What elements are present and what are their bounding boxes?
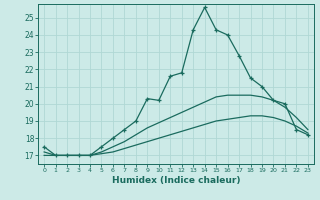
X-axis label: Humidex (Indice chaleur): Humidex (Indice chaleur) [112,176,240,185]
